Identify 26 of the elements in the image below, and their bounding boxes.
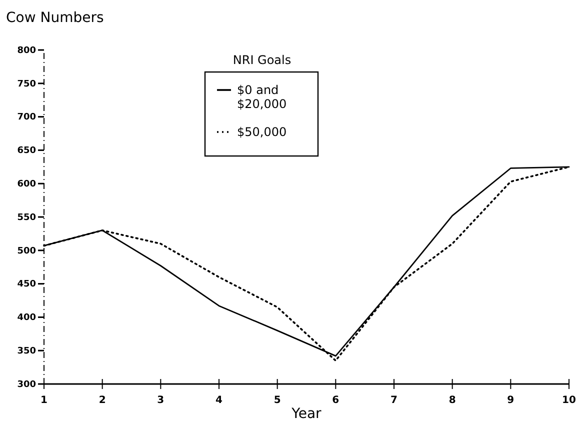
y-tick-label: 650 [17, 146, 36, 156]
x-tick-label: 9 [507, 395, 514, 406]
x-tick-label: 6 [332, 395, 340, 406]
y-tick-label: 400 [17, 313, 36, 324]
legend-label: $0 and $20,000 [237, 83, 287, 111]
y-tick-label: 450 [17, 280, 36, 290]
legend-label: $50,000 [237, 125, 287, 139]
y-tick-label: 750 [17, 79, 36, 90]
x-tick-label: 8 [448, 395, 456, 406]
x-tick-label: 5 [274, 395, 281, 406]
x-tick-label: 2 [98, 395, 106, 406]
x-tick-label: 4 [216, 395, 223, 406]
x-tick-label: 1 [40, 395, 48, 406]
y-tick-label: 550 [17, 212, 36, 223]
y-axis-title: Cow Numbers [6, 10, 104, 26]
y-tick-label: 300 [17, 380, 36, 390]
y-tick-label: 600 [17, 179, 36, 190]
y-tick-label: 500 [17, 246, 36, 256]
x-tick-label: 7 [390, 395, 398, 406]
x-axis-title: Year [290, 406, 322, 422]
x-tick-label: 3 [157, 395, 164, 406]
y-tick-label: 700 [17, 112, 36, 123]
legend-title: NRI Goals [232, 53, 292, 67]
y-tick-label: 800 [17, 46, 36, 56]
y-tick-label: 350 [17, 346, 36, 356]
x-tick-label: 10 [562, 395, 576, 406]
